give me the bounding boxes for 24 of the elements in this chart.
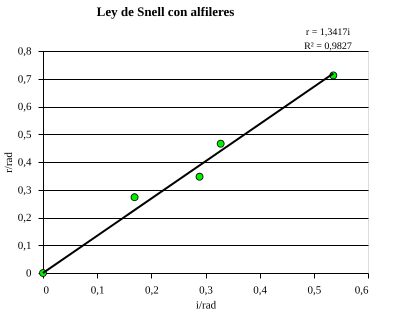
x-tick-label: 0,4 bbox=[253, 284, 268, 296]
x-axis-title: i/rad bbox=[196, 300, 217, 312]
x-tick-label: 0 bbox=[44, 284, 50, 296]
x-tick-label: 0,3 bbox=[199, 284, 214, 296]
y-tick-label: 0,2 bbox=[18, 212, 32, 224]
y-tick-label: 0,3 bbox=[18, 184, 32, 196]
point bbox=[196, 172, 204, 181]
x-tick-label: 0,1 bbox=[90, 284, 105, 296]
y-tick-label: 0,4 bbox=[18, 156, 32, 168]
y-tick-label: 0,8 bbox=[18, 46, 32, 58]
text: r = 1,3417i bbox=[306, 27, 350, 38]
x-tick-label: 0,6 bbox=[354, 284, 369, 296]
x-tick-label: 0,5 bbox=[307, 284, 322, 296]
y-tick-label: 0,1 bbox=[18, 240, 32, 252]
x-tick-label: 0,2 bbox=[144, 284, 159, 296]
annotation: R² = 0,9827 bbox=[304, 41, 352, 52]
point bbox=[216, 140, 225, 148]
y-axis-title: r/rad bbox=[2, 152, 15, 173]
y-tick-label: 0,6 bbox=[18, 101, 32, 113]
y-tick-label: 0,7 bbox=[18, 73, 32, 86]
y-tick-label: 0,5 bbox=[18, 128, 32, 141]
point bbox=[130, 193, 138, 202]
chart-title: Ley de Snell con alfileres bbox=[96, 4, 234, 19]
y-tick-label: 0 bbox=[26, 268, 32, 280]
